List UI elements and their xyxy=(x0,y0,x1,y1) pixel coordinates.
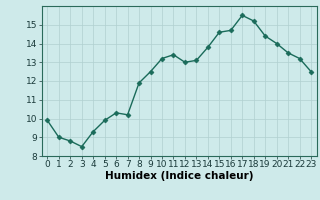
X-axis label: Humidex (Indice chaleur): Humidex (Indice chaleur) xyxy=(105,171,253,181)
